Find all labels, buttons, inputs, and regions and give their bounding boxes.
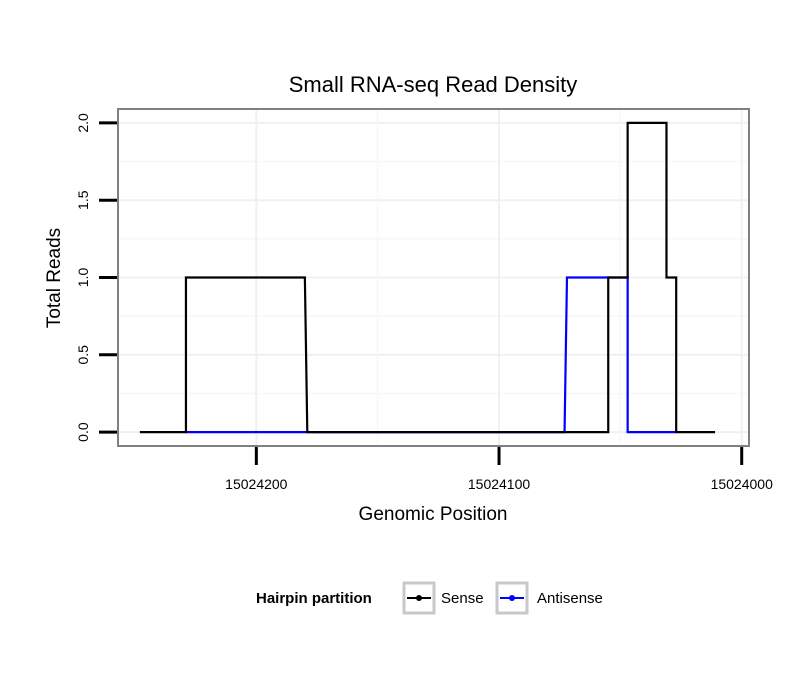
series-line-antisense [185, 276, 677, 434]
series-lines [139, 121, 716, 434]
legend: Hairpin partition Sense Antisense [256, 581, 603, 615]
y-tick-label: 1.0 [75, 268, 91, 288]
legend-dot-antisense [509, 595, 515, 601]
legend-label-sense: Sense [441, 590, 484, 607]
legend-label-antisense: Antisense [537, 590, 603, 607]
x-tick-label: 15024100 [468, 476, 531, 492]
legend-item-sense: Sense [402, 581, 484, 615]
y-tick-label: 2.0 [75, 113, 91, 133]
y-tick-label: 1.5 [75, 190, 91, 210]
legend-title: Hairpin partition [256, 590, 372, 607]
x-tick-label: 15024200 [225, 476, 288, 492]
x-tick-label: 15024000 [711, 476, 774, 492]
series-line-sense [139, 121, 716, 434]
legend-item-antisense: Antisense [495, 581, 603, 615]
y-axis: 0.0 0.5 1.0 1.5 2.0 [75, 113, 117, 442]
legend-dot-sense [416, 595, 422, 601]
x-axis: 15024200 15024100 15024000 [225, 447, 773, 492]
plot-panel-border [117, 108, 750, 447]
y-tick-label: 0.5 [75, 345, 91, 365]
x-axis-title: Genomic Position [359, 504, 508, 525]
chart-title: Small RNA-seq Read Density [289, 72, 578, 97]
y-axis-title: Total Reads [44, 228, 65, 328]
y-tick-label: 0.0 [75, 422, 91, 442]
